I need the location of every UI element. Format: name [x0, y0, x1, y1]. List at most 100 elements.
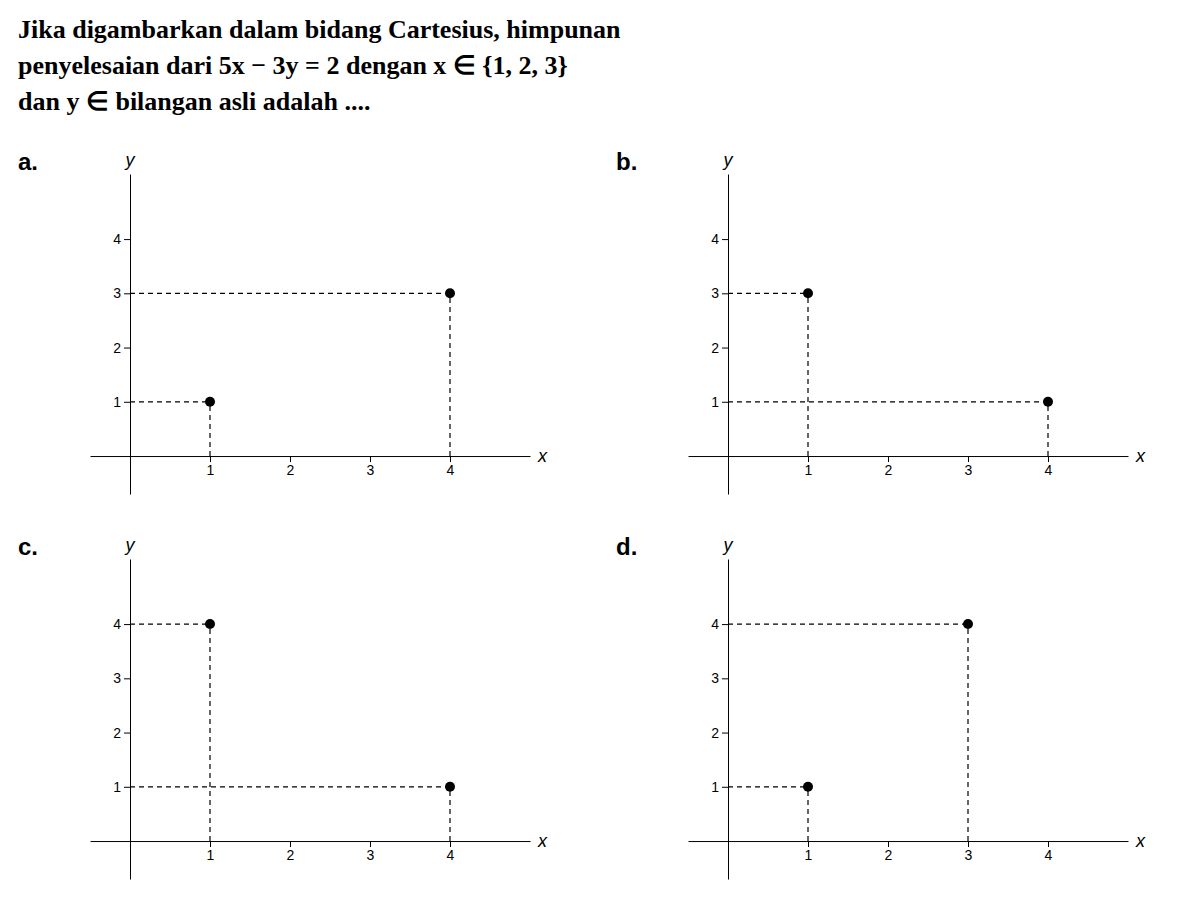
y-tick: 4 — [113, 616, 130, 632]
y-tick-mark — [722, 733, 728, 734]
x-tick-label: 1 — [805, 847, 813, 863]
y-tick-mark — [124, 293, 130, 294]
guide-line-horizontal — [728, 623, 968, 624]
x-tick-label: 2 — [885, 847, 893, 863]
y-tick-label: 1 — [711, 394, 719, 410]
title-group: Jika digambarkan dalam bidang Cartesius,… — [18, 15, 621, 116]
x-tick-label: 1 — [207, 462, 215, 478]
y-tick-label: 3 — [711, 670, 719, 686]
y-tick: 2 — [113, 340, 130, 356]
x-tick: 3 — [367, 456, 375, 478]
x-axis-label: x — [1135, 831, 1146, 851]
panel-label: a. — [18, 148, 38, 175]
x-tick: 2 — [287, 456, 295, 478]
figure: Jika digambarkan dalam bidang Cartesius,… — [0, 0, 1196, 919]
x-tick-label: 3 — [367, 847, 375, 863]
panel: c.12341234xy — [18, 533, 548, 880]
y-tick-label: 2 — [711, 725, 719, 741]
x-tick: 4 — [1045, 456, 1053, 478]
y-tick: 4 — [711, 616, 728, 632]
y-tick: 2 — [711, 340, 728, 356]
point — [803, 288, 813, 298]
panel-label: d. — [616, 533, 637, 560]
y-tick: 1 — [711, 779, 728, 795]
y-tick-label: 3 — [711, 285, 719, 301]
marks — [728, 288, 1053, 456]
y-tick-label: 4 — [113, 231, 121, 247]
x-tick: 1 — [207, 841, 215, 863]
guide-line-horizontal — [728, 401, 1048, 402]
guide-line-vertical — [967, 624, 968, 841]
y-tick: 1 — [113, 394, 130, 410]
guide-line-vertical — [1047, 402, 1048, 456]
y-tick-mark — [722, 624, 728, 625]
y-axis: 1 2 3 4 — [711, 560, 728, 880]
y-tick-mark — [722, 787, 728, 788]
panel-label: b. — [616, 148, 637, 175]
x-axis-label: x — [1135, 446, 1146, 466]
x-axis: 1 2 3 4 — [91, 456, 531, 478]
x-axis: 1 2 3 4 — [91, 841, 531, 863]
title: dan y ∈ bilangan asli adalah .... — [18, 87, 370, 116]
guide-line-horizontal — [130, 401, 210, 402]
x-tick: 3 — [367, 841, 375, 863]
y-axis-label: y — [124, 535, 136, 555]
title: Jika digambarkan dalam bidang Cartesius,… — [18, 15, 621, 44]
x-tick: 4 — [1045, 841, 1053, 863]
guide-line-vertical — [449, 293, 450, 456]
panel: a.12341234xy — [18, 148, 548, 495]
x-tick: 3 — [965, 841, 973, 863]
x-tick-label: 4 — [1045, 847, 1053, 863]
x-axis: 1234 — [689, 456, 1129, 478]
x-tick: 2 — [287, 841, 295, 863]
x-tick: 4 — [447, 841, 455, 863]
x-axis: 1 2 3 4 — [689, 841, 1129, 863]
point — [445, 782, 455, 792]
x-axis-line — [91, 456, 531, 457]
y-axis-line — [728, 560, 729, 880]
y-tick: 3 — [711, 670, 728, 686]
y-tick-mark — [124, 678, 130, 679]
y-axis-label: y — [722, 150, 734, 170]
x-tick: 1 — [805, 841, 813, 863]
panel-label: c. — [18, 533, 38, 560]
point — [803, 782, 813, 792]
y-axis-label: y — [722, 535, 734, 555]
x-tick-label: 4 — [447, 462, 455, 478]
point — [205, 397, 215, 407]
marks — [130, 619, 455, 841]
x-axis-line — [689, 841, 1129, 842]
point — [1043, 397, 1053, 407]
point — [963, 619, 973, 629]
y-tick-label: 2 — [711, 340, 719, 356]
point — [445, 288, 455, 298]
guide-line-horizontal — [130, 786, 450, 787]
x-tick-label: 3 — [965, 847, 973, 863]
x-tick-label: 3 — [367, 462, 375, 478]
y-tick-label: 3 — [113, 285, 121, 301]
x-tick-label: 2 — [287, 847, 295, 863]
x-tick: 2 — [885, 841, 893, 863]
x-axis-line — [91, 841, 531, 842]
y-tick: 4 — [113, 231, 130, 247]
guide-line-vertical — [807, 787, 808, 841]
y-axis: 1 2 3 4 — [113, 175, 130, 495]
x-tick-label: 4 — [1045, 462, 1053, 478]
guide-line-vertical — [209, 624, 210, 841]
y-axis-line — [130, 560, 131, 880]
y-tick-mark — [722, 402, 728, 403]
guide-line-vertical — [209, 402, 210, 456]
x-tick: 1 — [805, 456, 813, 478]
panel: b.12341234xy — [616, 148, 1146, 495]
x-axis-line — [689, 456, 1129, 457]
y-tick-label: 1 — [113, 394, 121, 410]
guide-line-vertical — [449, 787, 450, 841]
y-tick-mark — [124, 239, 130, 240]
y-tick-mark — [124, 402, 130, 403]
y-tick-label: 1 — [113, 779, 121, 795]
y-axis-label: y — [124, 150, 136, 170]
guide-line-horizontal — [728, 293, 808, 294]
y-tick: 3 — [113, 285, 130, 301]
x-tick-label: 1 — [805, 462, 813, 478]
y-tick: 2 — [113, 725, 130, 741]
